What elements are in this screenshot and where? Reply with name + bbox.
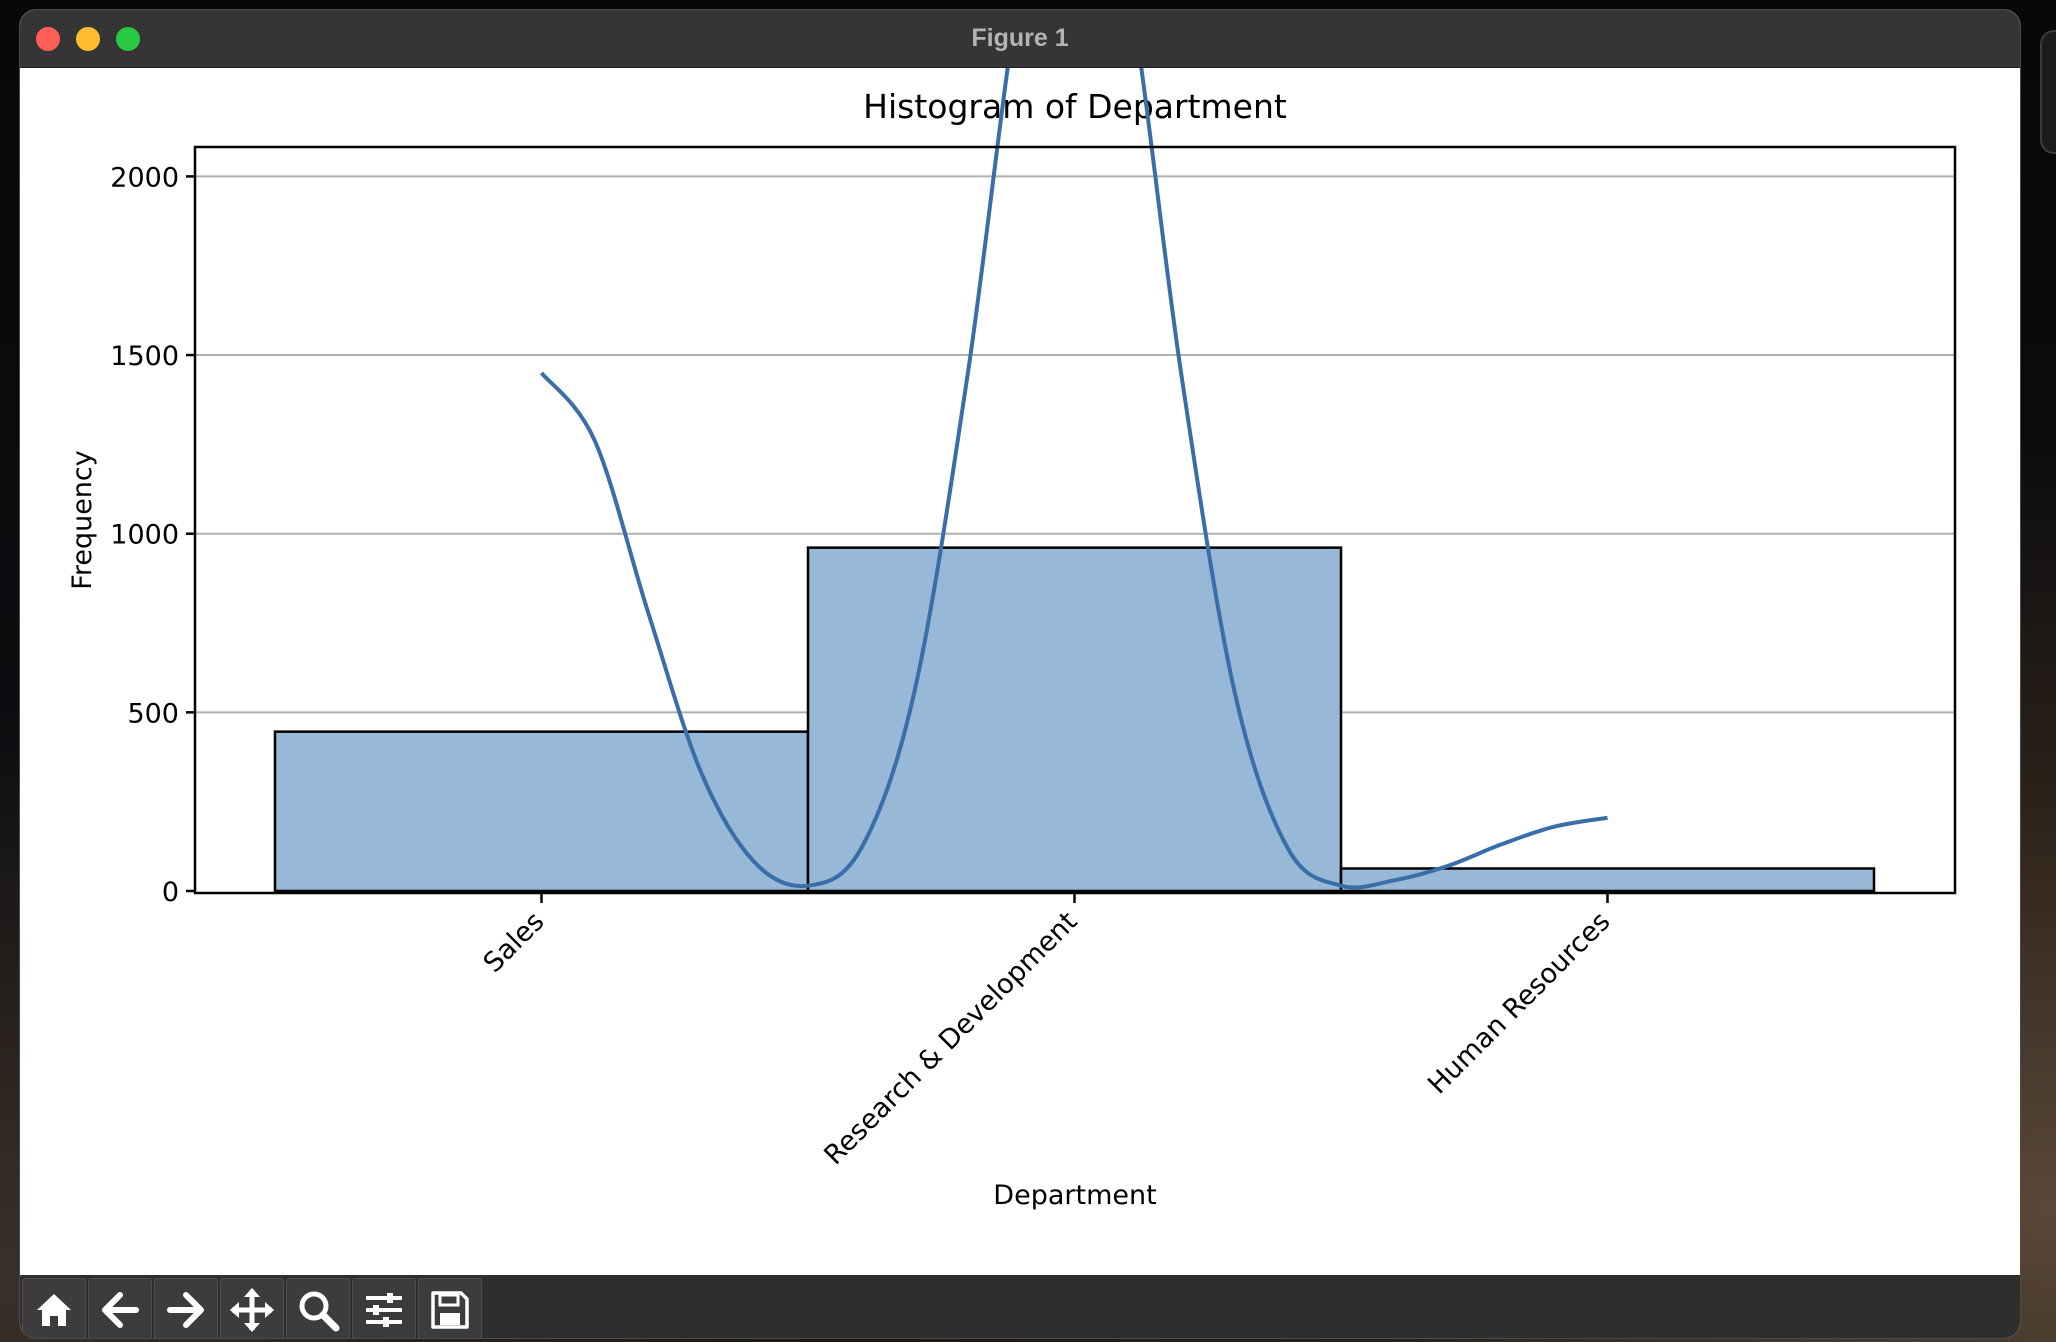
- zoom-window-button[interactable]: [116, 27, 140, 51]
- move-icon: [230, 1288, 274, 1332]
- x-tick-label: Sales: [478, 906, 551, 979]
- histogram-chart: Histogram of Department 0 500 1000 1500 2000…: [67, 10, 1957, 1211]
- minimize-window-button[interactable]: [76, 27, 100, 51]
- kde-curve: [539, 10, 1608, 890]
- back-button[interactable]: [88, 1278, 152, 1338]
- configure-subplots-button[interactable]: [352, 1278, 416, 1338]
- floppy-disk-icon: [431, 1291, 469, 1329]
- chart-title: Histogram of Department: [863, 87, 1287, 126]
- arrow-left-icon: [102, 1292, 139, 1328]
- bar: [1339, 867, 1876, 893]
- x-axis-ticks: Sales Research & Development Human Resourc…: [478, 893, 1616, 1171]
- navigation-toolbar: [20, 1275, 2020, 1338]
- zoom-button[interactable]: [286, 1278, 350, 1338]
- kde-curve-group: [539, 10, 1608, 890]
- y-tick-label: 500: [127, 698, 179, 729]
- y-tick-label: 2000: [110, 162, 179, 193]
- bar: [273, 730, 810, 893]
- pan-button[interactable]: [220, 1278, 284, 1338]
- save-button[interactable]: [418, 1278, 482, 1338]
- forward-button[interactable]: [154, 1278, 218, 1338]
- bar: [806, 546, 1343, 893]
- home-icon: [37, 1294, 71, 1326]
- title-bar[interactable]: Figure 1: [20, 10, 2020, 68]
- close-window-button[interactable]: [36, 27, 60, 51]
- figure-window: Figure 1 Histogram of Department 0 500 100…: [20, 10, 2020, 1338]
- y-tick-label: 0: [162, 877, 179, 908]
- figure-canvas[interactable]: Histogram of Department 0 500 1000 1500 2000…: [20, 10, 2020, 1275]
- y-tick-label: 1000: [110, 520, 179, 551]
- window-title: Figure 1: [971, 24, 1069, 52]
- magnifier-icon: [299, 1291, 340, 1332]
- x-tick-label: Human Resources: [1422, 906, 1616, 1100]
- arrow-right-icon: [167, 1292, 204, 1328]
- sliders-icon: [366, 1293, 402, 1327]
- background-window-edge: [2040, 30, 2056, 154]
- x-tick-label: Research & Development: [818, 906, 1083, 1171]
- y-tick-label: 1500: [110, 341, 179, 372]
- bars: [273, 546, 1876, 893]
- x-axis-label: Department: [993, 1180, 1156, 1211]
- y-axis-ticks: 050010001500200025003000: [110, 10, 195, 908]
- y-axis-label: Frequency: [67, 450, 98, 590]
- home-button[interactable]: [22, 1278, 86, 1338]
